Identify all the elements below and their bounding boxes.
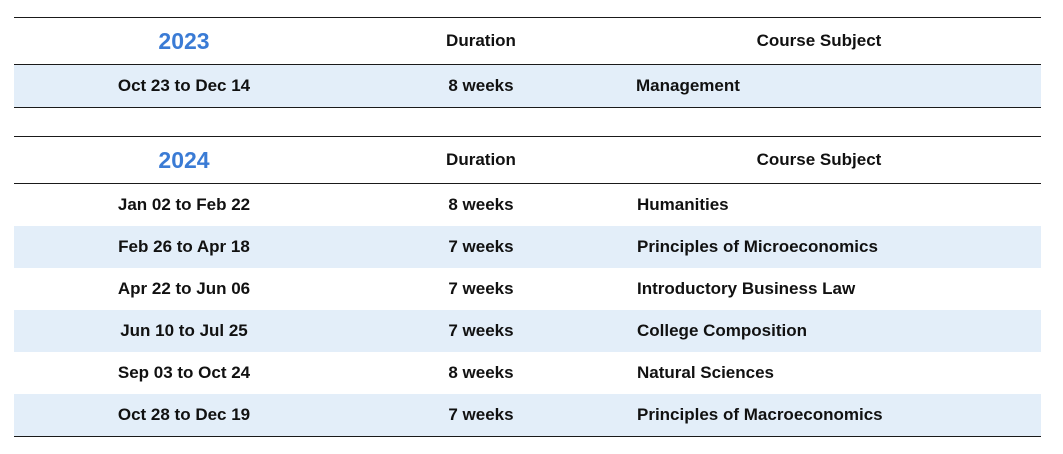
session-dates: Jan 02 to Feb 22	[117, 195, 251, 214]
table-header: 2024 Duration Course Subject	[14, 137, 1041, 184]
table-header: 2023 Duration Course Subject	[14, 18, 1041, 65]
course-subject: Principles of Macroeconomics	[637, 405, 883, 424]
course-subject: Principles of Microeconomics	[637, 237, 878, 256]
course-subject: College Composition	[637, 321, 807, 340]
duration-column-header: Duration	[446, 31, 516, 50]
table-row: Sep 03 to Oct 24 8 weeks Natural Science…	[14, 352, 1041, 394]
session-duration: 8 weeks	[448, 195, 514, 214]
session-duration: 8 weeks	[448, 363, 514, 382]
session-duration: 8 weeks	[448, 76, 514, 95]
table-row: Oct 23 to Dec 14 8 weeks Management	[14, 65, 1041, 107]
table-row: Oct 28 to Dec 19 7 weeks Principles of M…	[14, 394, 1041, 436]
course-subject-column-header: Course Subject	[756, 150, 882, 169]
session-dates: Apr 22 to Jun 06	[117, 279, 251, 298]
session-dates: Oct 23 to Dec 14	[117, 76, 251, 95]
table-row: Feb 26 to Apr 18 7 weeks Principles of M…	[14, 226, 1041, 268]
table-row: Apr 22 to Jun 06 7 weeks Introductory Bu…	[14, 268, 1041, 310]
session-duration: 7 weeks	[448, 405, 514, 424]
session-dates: Jun 10 to Jul 25	[120, 321, 248, 340]
session-duration: 7 weeks	[448, 321, 514, 340]
course-subject: Management	[636, 76, 740, 95]
course-subject: Natural Sciences	[637, 363, 775, 382]
schedule-table-2023: 2023 Duration Course Subject Oct 23 to D…	[14, 17, 1041, 108]
session-dates: Sep 03 to Oct 24	[117, 363, 251, 382]
course-subject: Humanities	[637, 195, 729, 214]
table-row: Jan 02 to Feb 22 8 weeks Humanities	[14, 184, 1041, 226]
session-dates: Feb 26 to Apr 18	[118, 237, 250, 256]
session-duration: 7 weeks	[448, 279, 514, 298]
table-row: Jun 10 to Jul 25 7 weeks College Composi…	[14, 310, 1041, 352]
year-heading: 2023	[158, 27, 210, 54]
course-subject: Introductory Business Law	[637, 279, 856, 298]
course-subject-column-header: Course Subject	[756, 31, 882, 50]
schedule-table-2024: 2024 Duration Course Subject Jan 02 to F…	[14, 136, 1041, 437]
session-dates: Oct 28 to Dec 19	[117, 405, 251, 424]
year-heading: 2024	[158, 146, 210, 173]
session-duration: 7 weeks	[448, 237, 514, 256]
duration-column-header: Duration	[446, 150, 516, 169]
